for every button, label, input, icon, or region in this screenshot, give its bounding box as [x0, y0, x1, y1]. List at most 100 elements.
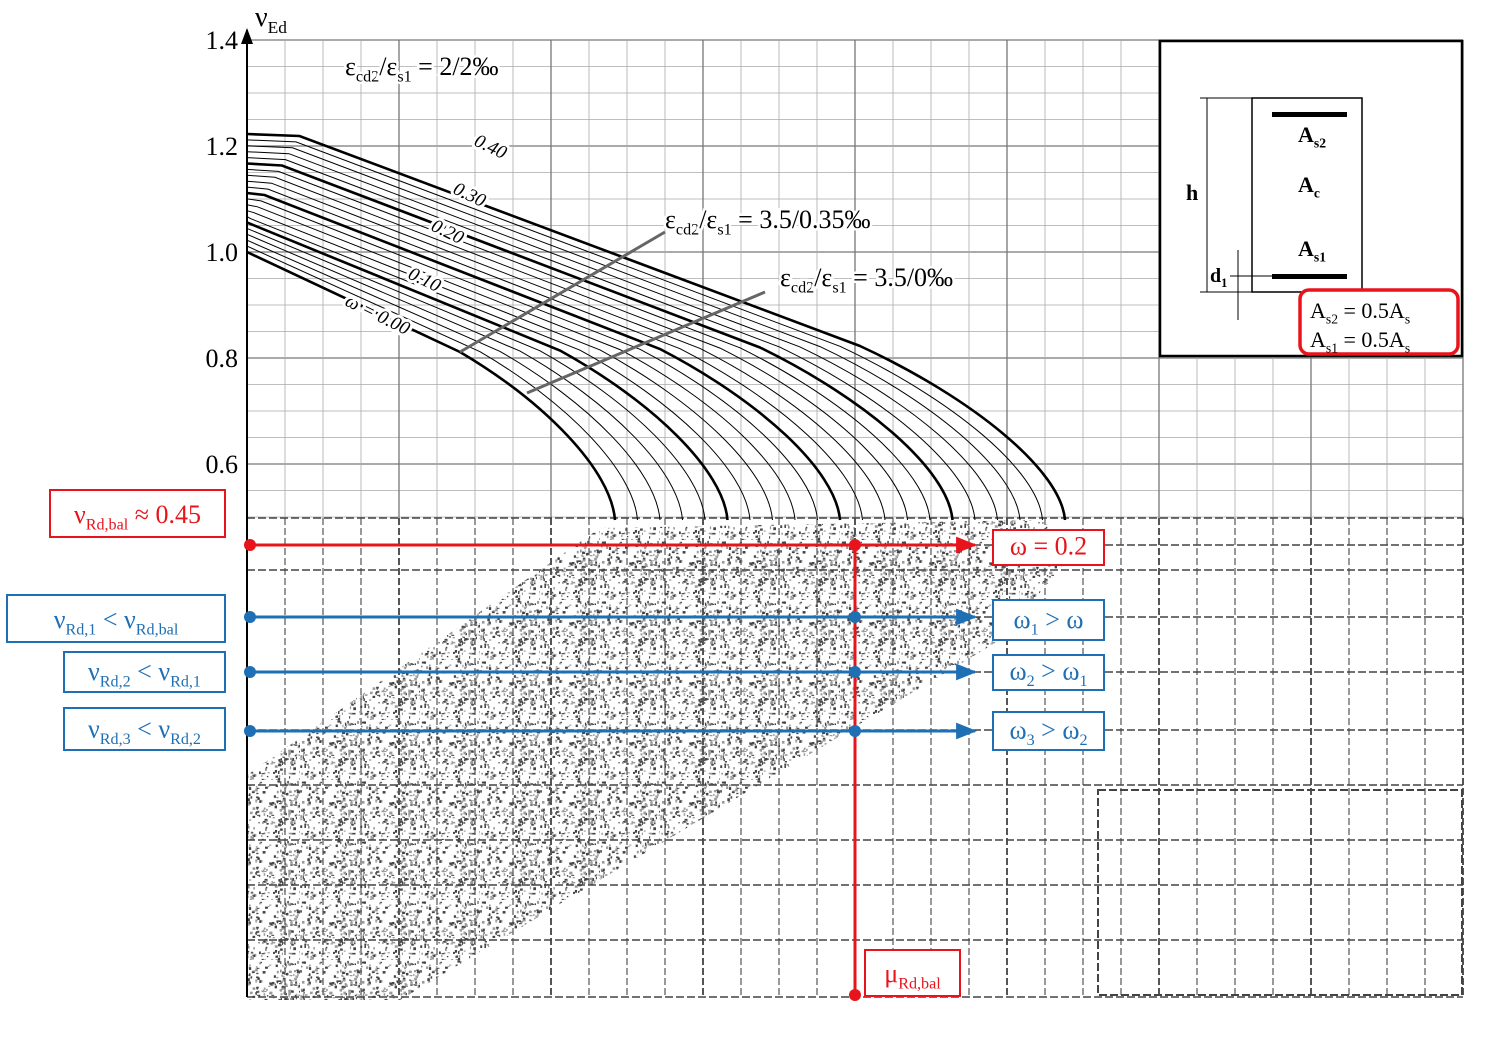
label-part: Rd,1: [170, 674, 201, 691]
label-part: s1: [1326, 341, 1338, 356]
label-part: Rd,bal: [86, 516, 129, 533]
label-part: 1: [1079, 673, 1087, 690]
omega-label: 0.40: [471, 130, 511, 164]
label-part: cd2: [676, 222, 699, 239]
label-part: Rd,1: [65, 621, 96, 638]
y-tick-label: 1.4: [206, 26, 239, 55]
curve: [247, 223, 728, 521]
label: εcd2/εs1 = 3.5/0.35‰: [665, 205, 871, 239]
label-part: ε: [665, 205, 676, 234]
noise-band: [247, 520, 1080, 1000]
label-part: Rd,2: [170, 731, 201, 748]
label-part: > ω: [1035, 716, 1080, 745]
label-part: s: [1405, 312, 1410, 327]
label-part: A: [1310, 298, 1326, 323]
label-part: s: [1405, 341, 1410, 356]
label: As1 = 0.5As: [1310, 327, 1410, 356]
label-part: A: [1298, 236, 1314, 261]
label: ω2 > ω1: [1009, 657, 1087, 691]
label-part: ν: [88, 714, 100, 743]
label-part: /ε: [379, 52, 397, 81]
label: ω3 > ω2: [1009, 716, 1087, 750]
y-tick-label: 1.0: [206, 238, 239, 267]
label: εcd2/εs1 = 3.5/0‰: [780, 263, 953, 297]
y-tick-label: 0.6: [206, 450, 239, 479]
label-part: A: [1298, 122, 1314, 147]
label: As2 = 0.5As: [1310, 298, 1410, 327]
label-part: < ν: [131, 714, 171, 743]
label-part: Rd,bal: [136, 621, 179, 638]
axis-arrow: [241, 28, 253, 44]
label-part: ≈ 0.45: [128, 500, 201, 529]
point: [244, 725, 256, 737]
label: εcd2/εs1 = 2/2‰: [345, 52, 499, 86]
curve: [247, 211, 773, 520]
label-part: /ε: [814, 263, 832, 292]
label-part: ν: [74, 500, 86, 529]
label: νEd: [255, 2, 287, 37]
label: h: [1186, 180, 1198, 205]
label-part: s1: [832, 280, 846, 297]
label-part: A: [1298, 172, 1314, 197]
label-part: ω: [1014, 605, 1031, 634]
bar-top: [1272, 112, 1347, 117]
label-part: s1: [397, 69, 411, 86]
label-part: > ω: [1039, 605, 1084, 634]
label-part: cd2: [356, 69, 379, 86]
label-part: ν: [54, 605, 66, 634]
label-part: s1: [717, 222, 731, 239]
curve: [247, 199, 818, 520]
label-part: ω: [1009, 657, 1026, 686]
point: [849, 666, 861, 678]
point: [244, 611, 256, 623]
label-part: μ: [884, 959, 898, 988]
curve: [247, 234, 683, 520]
label-part: s1: [1314, 250, 1326, 265]
label-part: ω: [1009, 716, 1026, 745]
y-tick-label: 0.8: [206, 344, 239, 373]
label-part: 2: [1027, 673, 1035, 690]
label-part: = 0.5A: [1338, 327, 1405, 352]
omega-label: 0.10: [405, 263, 445, 297]
label-part: < ν: [131, 657, 171, 686]
label-part: ν: [88, 657, 100, 686]
label-part: Rd,bal: [898, 976, 941, 993]
curve: [247, 228, 705, 520]
label-part: s2: [1314, 136, 1326, 151]
label-part: ε: [345, 52, 356, 81]
label-part: ε: [780, 263, 791, 292]
point: [849, 989, 861, 1001]
label-part: d: [1210, 265, 1221, 287]
point: [244, 666, 256, 678]
label-part: A: [1310, 327, 1326, 352]
label-part: ω = 0.2: [1010, 532, 1087, 561]
label-part: > ω: [1035, 657, 1080, 686]
label-part: Rd,3: [100, 731, 131, 748]
label: ω1 > ω: [1014, 605, 1084, 639]
curves: 0.400.300.200.10ω = 0.00εcd2/εs1 = 2/2‰ε…: [247, 52, 1065, 520]
label-part: h: [1186, 180, 1198, 205]
label-part: = 2/2‰: [412, 52, 499, 81]
label-part: c: [1314, 186, 1320, 201]
label-part: Rd,2: [100, 674, 131, 691]
overlay: hd1As2AcAs1As2 = 0.5AsAs1 = 0.5AsνRd,bal…: [7, 41, 1462, 1001]
label-part: = 0.5A: [1338, 298, 1405, 323]
lower-box: [1098, 790, 1462, 995]
point: [849, 611, 861, 623]
bar-bottom: [1272, 274, 1347, 279]
label-part: Ed: [268, 18, 288, 37]
label-part: 3: [1027, 732, 1035, 749]
label-part: 1: [1031, 622, 1039, 639]
y-tick-label: 1.2: [206, 132, 239, 161]
label-part: 2: [1079, 732, 1087, 749]
label: ω = 0.2: [1010, 532, 1087, 561]
label-part: cd2: [791, 280, 814, 297]
strain-line: [527, 292, 765, 393]
curve: [247, 152, 998, 520]
point: [849, 725, 861, 737]
label-part: < ν: [96, 605, 136, 634]
label-part: = 3.5/0‰: [847, 263, 953, 292]
label-part: ν: [255, 2, 268, 33]
label-part: = 3.5/0.35‰: [732, 205, 871, 234]
